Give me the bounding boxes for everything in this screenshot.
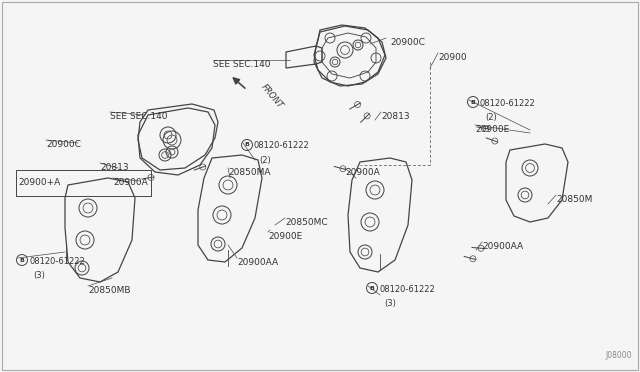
Text: 20850MA: 20850MA	[228, 168, 271, 177]
Text: 08120-61222: 08120-61222	[480, 99, 536, 108]
Text: 20900AA: 20900AA	[482, 242, 523, 251]
Text: SEE SEC.140: SEE SEC.140	[110, 112, 168, 121]
Text: 20850M: 20850M	[556, 195, 593, 204]
Text: (3): (3)	[33, 271, 45, 280]
Text: 20900E: 20900E	[268, 232, 302, 241]
Text: B: B	[470, 99, 476, 105]
Text: 20900E: 20900E	[475, 125, 509, 134]
Text: B: B	[20, 257, 24, 263]
Text: FRONT: FRONT	[259, 82, 284, 110]
Text: 20813: 20813	[381, 112, 410, 121]
Text: 20900: 20900	[438, 53, 467, 62]
Text: 20850MB: 20850MB	[88, 286, 131, 295]
Text: 20813: 20813	[100, 163, 129, 172]
Text: SEE SEC.140: SEE SEC.140	[213, 60, 271, 69]
Text: 20900AA: 20900AA	[237, 258, 278, 267]
Text: 08120-61222: 08120-61222	[29, 257, 84, 266]
Text: 20900A: 20900A	[345, 168, 380, 177]
Text: (3): (3)	[384, 299, 396, 308]
Text: J08000: J08000	[605, 351, 632, 360]
Text: 08120-61222: 08120-61222	[254, 141, 310, 151]
Text: 20850MC: 20850MC	[285, 218, 328, 227]
Text: 20900C: 20900C	[46, 140, 81, 149]
Text: 20900A: 20900A	[113, 178, 148, 187]
Text: 20900+A: 20900+A	[18, 178, 60, 187]
Text: 20900C: 20900C	[390, 38, 425, 47]
Text: (2): (2)	[259, 156, 271, 165]
Text: B: B	[244, 142, 250, 148]
Bar	[16, 170, 151, 196]
Text: 08120-61222: 08120-61222	[379, 285, 435, 294]
Text: B: B	[369, 285, 374, 291]
Text: (2): (2)	[485, 113, 497, 122]
